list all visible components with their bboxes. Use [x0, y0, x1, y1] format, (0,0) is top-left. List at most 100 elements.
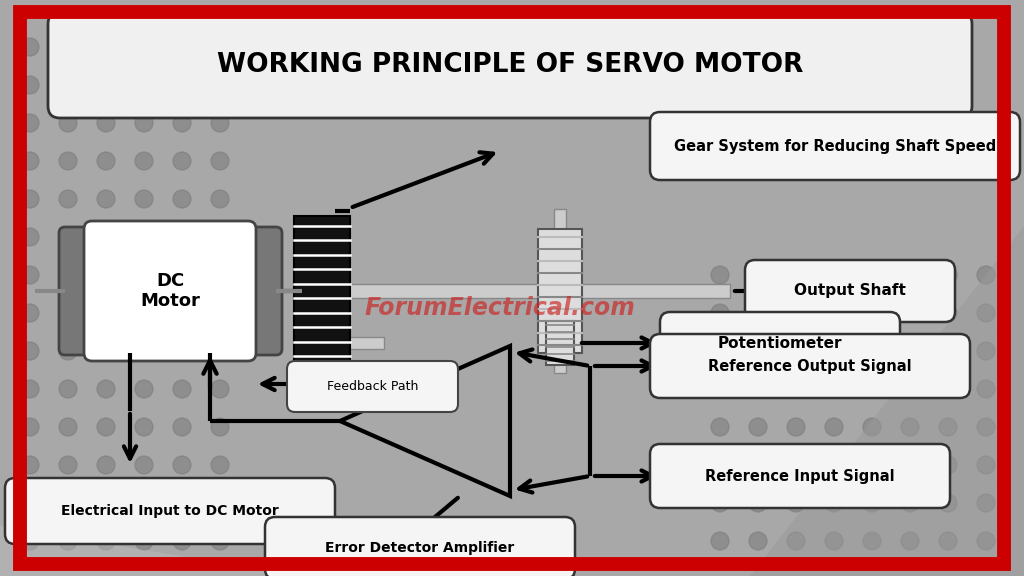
Text: Output Shaft: Output Shaft: [794, 283, 906, 298]
Circle shape: [173, 152, 191, 170]
FancyBboxPatch shape: [84, 221, 256, 361]
Circle shape: [97, 418, 115, 436]
Circle shape: [977, 380, 995, 398]
Circle shape: [59, 342, 77, 360]
Circle shape: [135, 114, 153, 132]
Circle shape: [977, 304, 995, 322]
Circle shape: [749, 494, 767, 512]
Circle shape: [711, 456, 729, 474]
Circle shape: [211, 532, 229, 550]
Circle shape: [863, 342, 881, 360]
Circle shape: [59, 38, 77, 56]
Circle shape: [211, 228, 229, 246]
Circle shape: [711, 532, 729, 550]
Circle shape: [97, 532, 115, 550]
Circle shape: [863, 418, 881, 436]
FancyBboxPatch shape: [660, 312, 900, 374]
Circle shape: [825, 304, 843, 322]
Circle shape: [135, 532, 153, 550]
Circle shape: [22, 114, 39, 132]
Bar: [538, 229, 582, 353]
Circle shape: [135, 190, 153, 208]
Circle shape: [135, 342, 153, 360]
Circle shape: [977, 532, 995, 550]
Circle shape: [825, 380, 843, 398]
Text: Potentiometer: Potentiometer: [718, 335, 843, 351]
Circle shape: [977, 418, 995, 436]
Circle shape: [977, 494, 995, 512]
Circle shape: [901, 456, 919, 474]
Circle shape: [825, 266, 843, 284]
Circle shape: [59, 266, 77, 284]
Circle shape: [22, 342, 39, 360]
Circle shape: [211, 266, 229, 284]
Circle shape: [173, 494, 191, 512]
Circle shape: [863, 532, 881, 550]
Circle shape: [711, 342, 729, 360]
Circle shape: [901, 342, 919, 360]
Circle shape: [211, 152, 229, 170]
Circle shape: [59, 380, 77, 398]
Circle shape: [59, 494, 77, 512]
FancyBboxPatch shape: [59, 227, 99, 355]
Circle shape: [97, 76, 115, 94]
Circle shape: [211, 456, 229, 474]
Circle shape: [901, 380, 919, 398]
Circle shape: [22, 190, 39, 208]
Polygon shape: [550, 226, 1024, 576]
Circle shape: [135, 494, 153, 512]
Text: Reference Input Signal: Reference Input Signal: [706, 468, 895, 483]
Circle shape: [59, 152, 77, 170]
Text: DC
Motor: DC Motor: [140, 272, 200, 310]
Circle shape: [59, 532, 77, 550]
Circle shape: [901, 532, 919, 550]
Circle shape: [59, 418, 77, 436]
Circle shape: [901, 304, 919, 322]
Circle shape: [59, 114, 77, 132]
Circle shape: [211, 38, 229, 56]
Circle shape: [749, 266, 767, 284]
Bar: [322, 284, 730, 298]
Circle shape: [939, 494, 957, 512]
Bar: [546, 321, 574, 365]
Circle shape: [211, 418, 229, 436]
Circle shape: [863, 266, 881, 284]
Circle shape: [863, 380, 881, 398]
FancyBboxPatch shape: [745, 260, 955, 322]
FancyBboxPatch shape: [650, 334, 970, 398]
Circle shape: [977, 456, 995, 474]
Circle shape: [97, 114, 115, 132]
Circle shape: [711, 266, 729, 284]
Circle shape: [135, 76, 153, 94]
Circle shape: [901, 418, 919, 436]
FancyBboxPatch shape: [5, 478, 335, 544]
Text: WORKING PRINCIPLE OF SERVO MOTOR: WORKING PRINCIPLE OF SERVO MOTOR: [217, 52, 803, 78]
Circle shape: [59, 190, 77, 208]
Bar: [294, 216, 350, 366]
Text: Gear System for Reducing Shaft Speed: Gear System for Reducing Shaft Speed: [674, 138, 996, 153]
Circle shape: [211, 304, 229, 322]
Circle shape: [22, 228, 39, 246]
FancyBboxPatch shape: [242, 227, 282, 355]
Circle shape: [939, 380, 957, 398]
Circle shape: [939, 266, 957, 284]
Circle shape: [939, 304, 957, 322]
Circle shape: [825, 494, 843, 512]
Circle shape: [211, 342, 229, 360]
Circle shape: [135, 266, 153, 284]
FancyBboxPatch shape: [650, 444, 950, 508]
Circle shape: [939, 418, 957, 436]
Circle shape: [135, 38, 153, 56]
Circle shape: [135, 456, 153, 474]
Circle shape: [59, 76, 77, 94]
Circle shape: [173, 266, 191, 284]
Circle shape: [787, 266, 805, 284]
Circle shape: [22, 494, 39, 512]
Circle shape: [749, 418, 767, 436]
Circle shape: [787, 342, 805, 360]
Circle shape: [97, 228, 115, 246]
Circle shape: [97, 380, 115, 398]
Circle shape: [135, 228, 153, 246]
Text: Feedback Path: Feedback Path: [327, 380, 418, 393]
Circle shape: [173, 532, 191, 550]
